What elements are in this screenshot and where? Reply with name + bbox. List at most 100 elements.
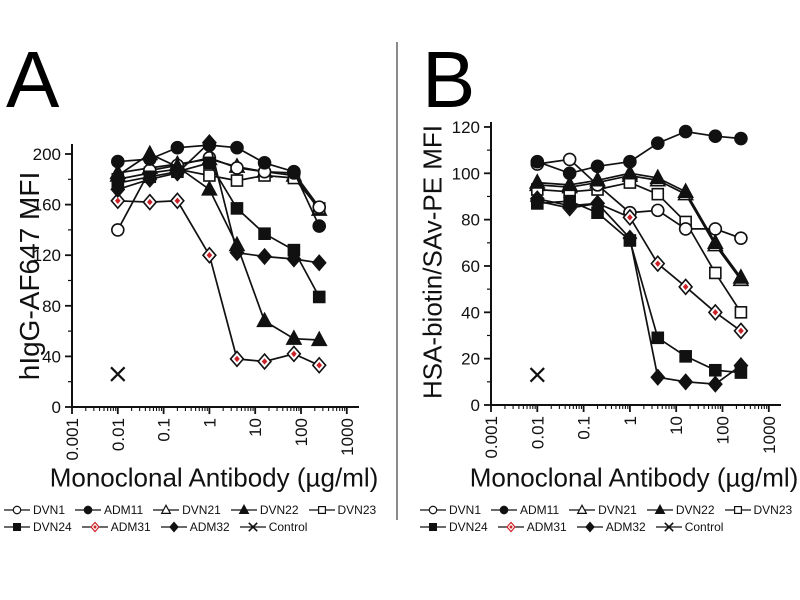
series-ADM32 (110, 133, 327, 272)
triangle-filled-marker-icon (256, 311, 273, 328)
square-filled-marker-icon (651, 331, 665, 345)
y-tick-label: 60 (461, 257, 480, 276)
series-ADM11 (530, 124, 748, 181)
legend-item-label: ADM31 (526, 520, 567, 534)
circle-open-marker-icon (734, 231, 748, 245)
circle-filled-marker-icon (590, 159, 605, 174)
legend-item-DVN23: DVN23 (308, 503, 376, 517)
y-tick-label: 0 (471, 396, 480, 415)
diamond-filled-marker-icon (169, 164, 185, 182)
triangle-filled-marker-icon (649, 168, 667, 185)
square-filled-marker-icon (12, 522, 22, 532)
red-inner-mark (206, 252, 213, 259)
red-inner-mark (316, 362, 323, 369)
panel-b-plot: 0 20 40 60 80 100 120 0.001 0.01 0.1 1 10 100 1000 (452, 118, 781, 459)
series-DVN22 (528, 164, 750, 284)
red-inner-mark (508, 525, 513, 529)
triangle-open-legend-icon (569, 504, 596, 514)
triangle-filled-marker-icon (310, 330, 328, 347)
legend-item-label: DVN24 (33, 520, 72, 534)
legend-item-DVN1: DVN1 (419, 503, 481, 517)
legend-item-label: Control (268, 520, 308, 534)
panel-a-x-axis-title: Monoclonal Antibody (µg/ml) (49, 462, 379, 493)
red-inner-mark (627, 214, 633, 221)
y-tick-label: 80 (461, 211, 480, 230)
x-cross-marker-icon (529, 367, 545, 383)
legend-row: DVN24 ADM31 ADM32 Control (419, 520, 800, 534)
legend-item-label: Control (684, 520, 724, 534)
square-filled-marker-icon (230, 202, 244, 215)
legend-row: DVN1 ADM11 DVN21 DVN22 DVN23 (3, 503, 397, 517)
panel-a-y-axis-title: hIgG-AF647 MFI (14, 171, 45, 381)
legend-item-label: DVN22 (675, 503, 715, 517)
panel-b-x-axis-title: Monoclonal Antibody (µg/ml) (469, 462, 799, 493)
legend-item-ADM32: ADM32 (576, 520, 646, 534)
legend-item-label: DVN23 (753, 503, 793, 517)
circle-open-legend-icon (4, 505, 30, 515)
square-filled-marker-icon (709, 363, 722, 377)
diamond-filled-marker-icon (590, 194, 605, 213)
legend-item-DVN1: DVN1 (3, 503, 65, 517)
panel-a-legend: DVN1 ADM11 DVN21 DVN22 DVN23 DVN24 ADM31 ADM32 C… (3, 503, 397, 534)
diamond-filled-marker-icon (311, 254, 327, 272)
x-tick-label: 1 (621, 416, 640, 425)
red-inner-mark (682, 283, 689, 291)
legend-item-DVN24: DVN24 (3, 520, 72, 534)
square-open-marker-icon (203, 169, 216, 182)
legend-row: DVN24 ADM31 ADM32 Control (3, 520, 397, 534)
legend-item-DVN24: DVN24 (419, 520, 488, 534)
diamond-filled-marker-icon (678, 373, 694, 391)
red-inner-mark (234, 355, 240, 363)
diamond-filled-marker-icon (110, 180, 126, 199)
legend-item-label: ADM32 (189, 520, 230, 534)
circle-open-marker-icon (428, 505, 438, 515)
y-tick-label: 40 (461, 303, 480, 322)
triangle-filled-marker-icon (528, 173, 546, 189)
legend-item-DVN21: DVN21 (152, 503, 221, 517)
x-cross-marker-icon (663, 522, 674, 532)
square-filled-marker-icon (428, 522, 438, 532)
square-open-marker-icon (651, 187, 665, 201)
panel-b-label: B (422, 35, 476, 124)
square-open-marker-icon (230, 174, 244, 187)
diamond-filled-marker-icon (707, 375, 723, 393)
y-tick-label: 120 (33, 246, 61, 265)
legend-item-DVN22: DVN22 (646, 503, 715, 517)
triangle-filled-marker-icon (654, 504, 666, 514)
diamond-filled-legend-icon (576, 521, 603, 533)
circle-open-marker-icon (12, 505, 22, 515)
circle-filled-marker-icon (623, 154, 637, 169)
square-filled-legend-icon (4, 522, 30, 532)
circle-filled-marker-icon (562, 166, 577, 181)
x-cross-marker-icon (247, 522, 258, 532)
circle-open-legend-icon (420, 505, 446, 515)
triangle-filled-marker-icon (621, 164, 639, 180)
series-Control (110, 366, 126, 382)
x-tick-label: 100 (292, 418, 311, 446)
legend-item-ADM31: ADM31 (81, 520, 151, 534)
circle-filled-marker-icon (202, 138, 217, 152)
diamond-open-red-legend-icon (497, 521, 524, 533)
square-open-marker-icon (709, 266, 722, 280)
x-tick-label: 0.01 (109, 418, 128, 451)
legend-item-ADM11: ADM11 (490, 503, 559, 517)
circle-filled-marker-icon (734, 131, 748, 146)
diamond-filled-marker-icon (229, 244, 245, 262)
triangle-filled-marker-icon (561, 175, 579, 192)
circle-filled-marker-icon (230, 140, 244, 155)
y-tick-label: 200 (33, 145, 61, 164)
legend-item-DVN23: DVN23 (724, 503, 793, 517)
triangle-open-legend-icon (153, 504, 180, 514)
x-tick-label: 1 (200, 418, 219, 427)
red-inner-mark (174, 197, 181, 205)
diamond-filled-marker-icon (257, 247, 273, 266)
x-tick-label: 0.1 (155, 418, 174, 442)
legend-item-label: ADM31 (110, 520, 151, 534)
triangle-filled-marker-icon (201, 180, 218, 196)
legend-row: DVN1 ADM11 DVN21 DVN22 DVN23 (419, 503, 800, 517)
red-inner-mark (738, 327, 744, 335)
diamond-filled-marker-icon (168, 521, 179, 533)
circle-open-marker-icon (230, 161, 244, 175)
